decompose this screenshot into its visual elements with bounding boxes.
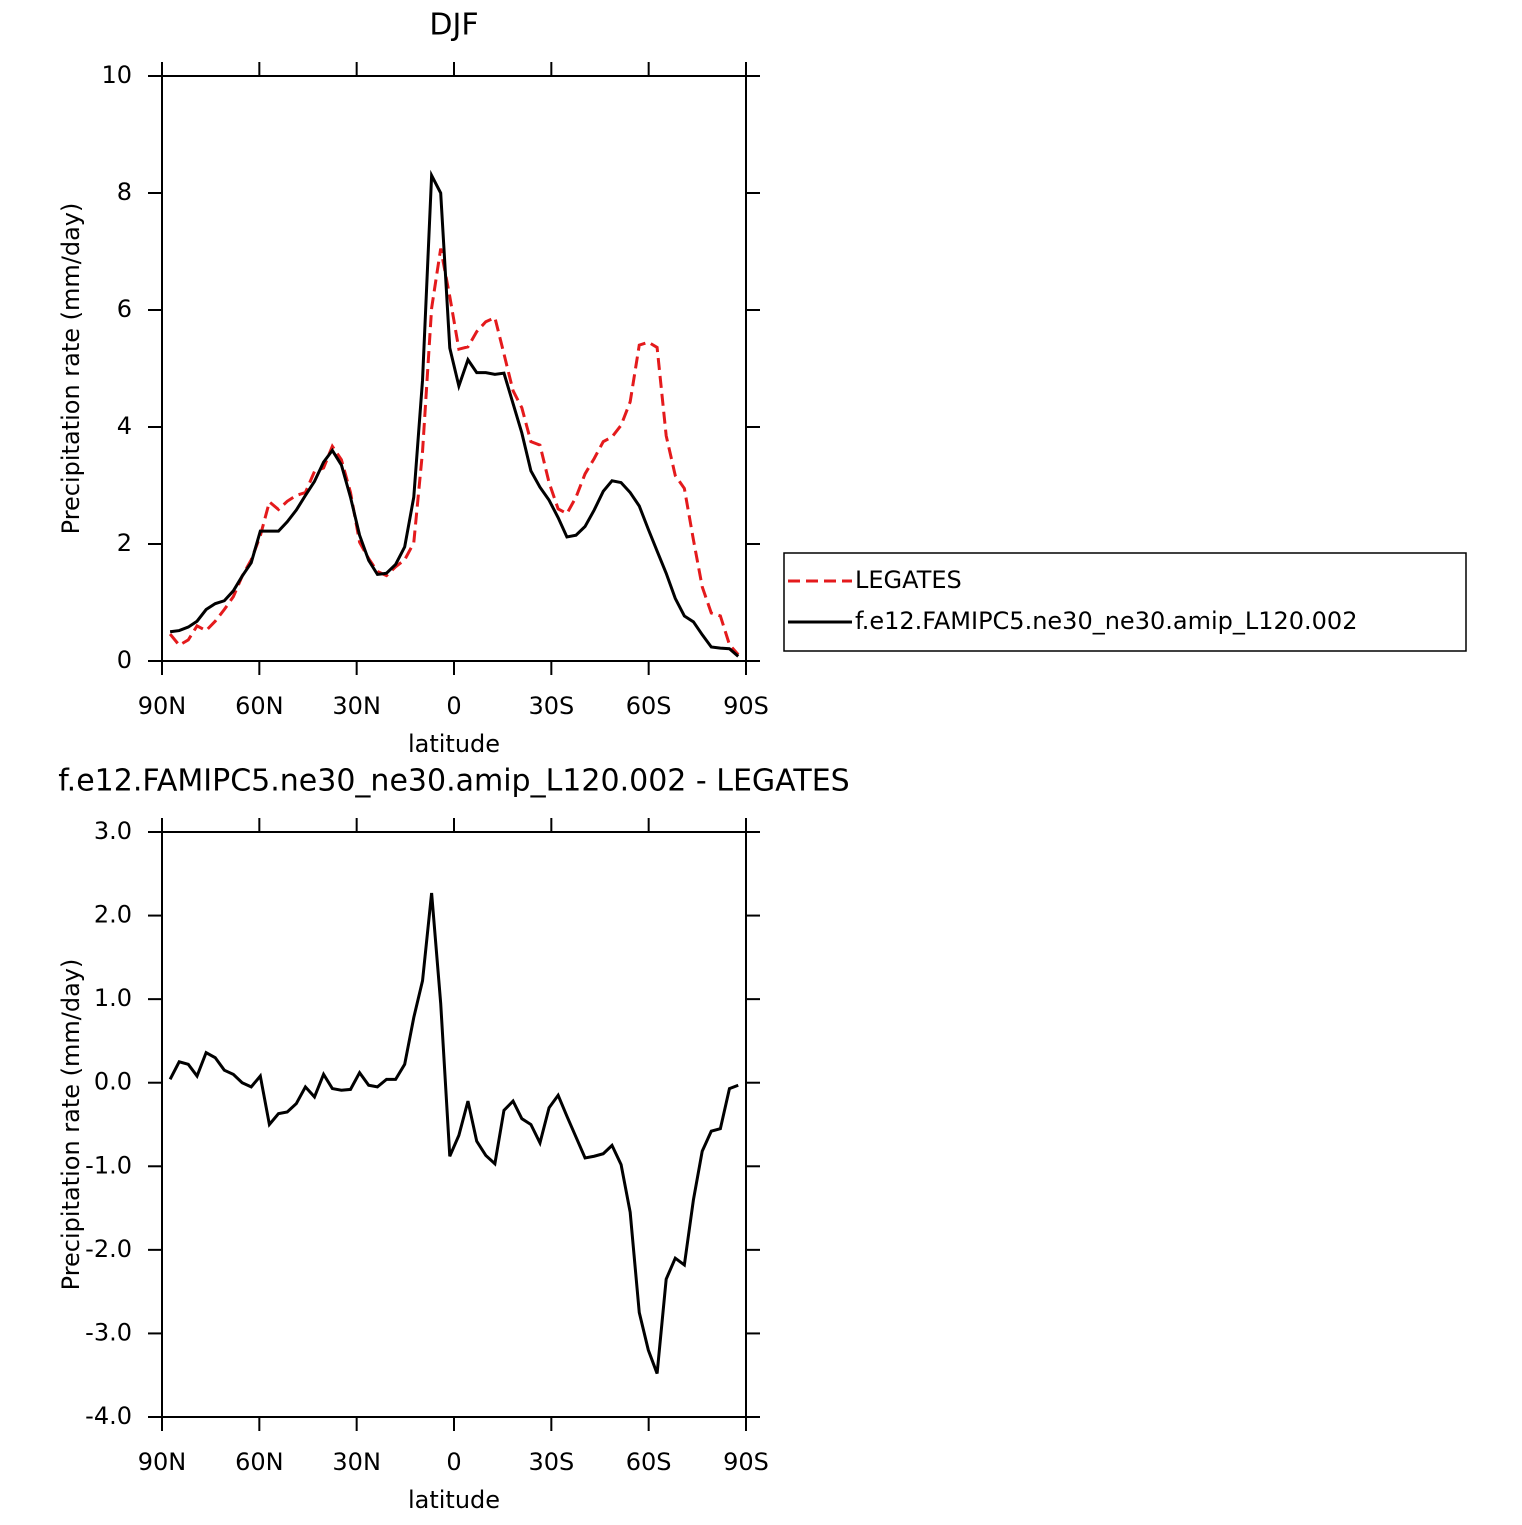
y-tick-label: 0 [117, 646, 132, 674]
x-tick-label: 90N [138, 692, 187, 720]
x-tick-label: 30S [528, 1448, 574, 1476]
x-tick-label: 60S [626, 692, 672, 720]
y-tick-label: 0.0 [94, 1068, 132, 1096]
x-tick-label: 60N [235, 1448, 284, 1476]
y-tick-label: -3.0 [85, 1318, 132, 1346]
legend-label: LEGATES [855, 566, 962, 594]
y-tick-label: 10 [101, 61, 132, 89]
x-tick-label: 30S [528, 692, 574, 720]
series-line [168, 892, 739, 1375]
series-line [169, 169, 740, 658]
y-tick-label: -2.0 [85, 1235, 132, 1263]
y-tick-label: 3.0 [94, 817, 132, 845]
y-tick-label: 6 [117, 295, 132, 323]
x-tick-label: 0 [446, 1448, 461, 1476]
y-tick-label: 8 [117, 178, 132, 206]
x-axis-label: latitude [408, 1486, 500, 1514]
x-tick-label: 0 [446, 692, 461, 720]
x-tick-label: 60S [626, 1448, 672, 1476]
x-tick-label: 90N [138, 1448, 187, 1476]
x-tick-label: 60N [235, 692, 284, 720]
x-tick-label: 30N [332, 1448, 381, 1476]
series-line [168, 248, 740, 656]
chart-title: DJF [429, 8, 478, 43]
x-tick-label: 90S [723, 1448, 769, 1476]
y-axis-label: Precipitation rate (mm/day) [57, 203, 85, 535]
chart-title: f.e12.FAMIPC5.ne30_ne30.amip_L120.002 - … [58, 764, 849, 799]
y-tick-label: -1.0 [85, 1151, 132, 1179]
y-tick-label: 1.0 [94, 984, 132, 1012]
y-tick-label: -4.0 [85, 1402, 132, 1430]
x-tick-label: 30N [332, 692, 381, 720]
legend-label: f.e12.FAMIPC5.ne30_ne30.amip_L120.002 [855, 607, 1357, 635]
x-tick-label: 90S [723, 692, 769, 720]
x-axis-label: latitude [408, 730, 500, 758]
legend-box [783, 552, 1467, 652]
y-tick-label: 4 [117, 412, 132, 440]
plot-frame [161, 75, 747, 662]
y-tick-label: 2.0 [94, 901, 132, 929]
plot-frame [161, 831, 747, 1418]
y-tick-label: 2 [117, 529, 132, 557]
y-axis-label: Precipitation rate (mm/day) [57, 959, 85, 1291]
